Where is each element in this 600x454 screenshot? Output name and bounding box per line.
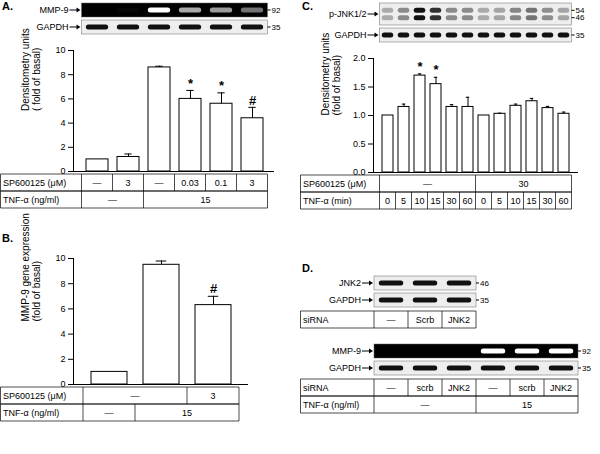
svg-text:scrb: scrb (518, 383, 535, 393)
svg-text:TNF-α (ng/ml): TNF-α (ng/ml) (3, 195, 59, 205)
svg-text:siRNA: siRNA (303, 383, 329, 393)
svg-text:46: 46 (576, 13, 585, 22)
svg-text:10: 10 (55, 253, 65, 263)
svg-text:—: — (421, 400, 430, 410)
svg-text:JNK2: JNK2 (339, 278, 361, 288)
svg-text:MMP-9: MMP-9 (40, 5, 69, 15)
svg-text:*: * (417, 59, 423, 74)
svg-text:MMP-9: MMP-9 (332, 346, 361, 356)
svg-text:15: 15 (430, 196, 440, 206)
svg-text:*: * (433, 62, 439, 77)
svg-text:3: 3 (125, 178, 130, 188)
svg-text:60: 60 (558, 196, 568, 206)
svg-text:—: — (387, 315, 396, 325)
svg-text:*: * (188, 76, 194, 91)
svg-text:92: 92 (272, 6, 281, 15)
svg-text:*: * (219, 78, 225, 93)
svg-text:92: 92 (582, 347, 591, 356)
svg-text:siRNA: siRNA (303, 315, 329, 325)
svg-text:TNF-α (ng/ml): TNF-α (ng/ml) (303, 400, 359, 410)
svg-text:0: 0 (481, 196, 486, 206)
svg-text:A.: A. (2, 0, 13, 12)
svg-text:—: — (155, 178, 164, 188)
svg-text:JNK2: JNK2 (448, 315, 470, 325)
svg-text:SP600125 (μM): SP600125 (μM) (3, 391, 66, 401)
svg-text:35: 35 (272, 23, 281, 32)
svg-text:scrb: scrb (416, 383, 433, 393)
svg-text:35: 35 (582, 364, 591, 373)
svg-text:TNF-α (min): TNF-α (min) (303, 196, 352, 206)
svg-text:Densitometry units(fold of bas: Densitometry units(fold of basal) (320, 33, 342, 116)
svg-text:C.: C. (302, 0, 313, 12)
svg-text:D.: D. (302, 262, 313, 274)
svg-text:2: 2 (60, 354, 65, 364)
svg-text:15: 15 (200, 195, 210, 205)
svg-text:4: 4 (60, 118, 65, 128)
svg-text:—: — (489, 383, 498, 393)
svg-text:0: 0 (60, 166, 65, 176)
svg-text:—: — (105, 408, 114, 418)
svg-text:0.0: 0.0 (353, 167, 366, 177)
svg-text:2.0: 2.0 (353, 53, 366, 63)
svg-text:1.5: 1.5 (353, 82, 366, 92)
svg-text:30: 30 (446, 196, 456, 206)
svg-text:1.0: 1.0 (353, 110, 366, 120)
svg-text:6: 6 (60, 94, 65, 104)
svg-text:15: 15 (522, 400, 532, 410)
svg-text:6: 6 (60, 304, 65, 314)
svg-text:35: 35 (576, 31, 585, 40)
svg-text:10: 10 (414, 196, 424, 206)
svg-text:30: 30 (542, 196, 552, 206)
svg-text:p-JNK1/2: p-JNK1/2 (329, 9, 367, 19)
svg-text:GAPDH: GAPDH (36, 22, 68, 32)
svg-text:0: 0 (60, 379, 65, 389)
svg-text:4: 4 (60, 329, 65, 339)
svg-text:JNK2: JNK2 (550, 383, 572, 393)
svg-text:10: 10 (510, 196, 520, 206)
svg-text:3: 3 (210, 391, 215, 401)
svg-text:GAPDH: GAPDH (329, 363, 361, 373)
svg-text:GAPDH: GAPDH (334, 30, 366, 40)
svg-text:0: 0 (385, 196, 390, 206)
svg-text:8: 8 (60, 279, 65, 289)
svg-text:#: # (210, 281, 218, 296)
svg-text:Scrb: Scrb (416, 315, 435, 325)
svg-text:2: 2 (60, 142, 65, 152)
svg-text:GAPDH: GAPDH (329, 295, 361, 305)
svg-text:B.: B. (2, 232, 13, 244)
svg-text:5: 5 (401, 196, 406, 206)
svg-text:—: — (93, 178, 102, 188)
svg-text:10: 10 (55, 45, 65, 55)
svg-text:—: — (423, 179, 432, 189)
svg-text:SP600125 (μM): SP600125 (μM) (303, 179, 366, 189)
svg-text:—: — (131, 391, 140, 401)
svg-text:5: 5 (497, 196, 502, 206)
svg-text:0.1: 0.1 (215, 178, 228, 188)
svg-text:Densitometry units( fold of ba: Densitometry units( fold of basal) (20, 28, 42, 111)
svg-text:MMP-9 gene expression(fold of: MMP-9 gene expression(fold of basal) (20, 213, 42, 321)
svg-text:8: 8 (60, 70, 65, 80)
svg-text:3: 3 (249, 178, 254, 188)
svg-text:60: 60 (462, 196, 472, 206)
svg-text:—: — (387, 383, 396, 393)
svg-text:JNK2: JNK2 (448, 383, 470, 393)
svg-text:SP600125 (μM): SP600125 (μM) (3, 178, 66, 188)
svg-text:0.5: 0.5 (353, 139, 366, 149)
svg-text:15: 15 (182, 408, 192, 418)
svg-text:35: 35 (480, 296, 489, 305)
svg-text:0.03: 0.03 (181, 178, 199, 188)
svg-text:54: 54 (575, 5, 585, 15)
svg-text:46: 46 (480, 279, 489, 288)
svg-text:30: 30 (518, 179, 528, 189)
svg-text:15: 15 (526, 196, 536, 206)
svg-text:#: # (249, 93, 257, 108)
svg-text:—: — (108, 195, 117, 205)
svg-text:TNF-α (ng/ml): TNF-α (ng/ml) (3, 408, 59, 418)
